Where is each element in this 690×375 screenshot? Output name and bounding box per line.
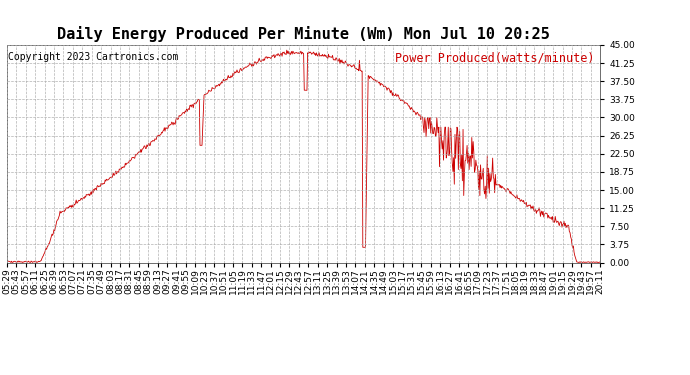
Text: Copyright 2023 Cartronics.com: Copyright 2023 Cartronics.com [8,51,179,62]
Title: Daily Energy Produced Per Minute (Wm) Mon Jul 10 20:25: Daily Energy Produced Per Minute (Wm) Mo… [57,27,550,42]
Text: Power Produced(watts/minute): Power Produced(watts/minute) [395,51,594,64]
